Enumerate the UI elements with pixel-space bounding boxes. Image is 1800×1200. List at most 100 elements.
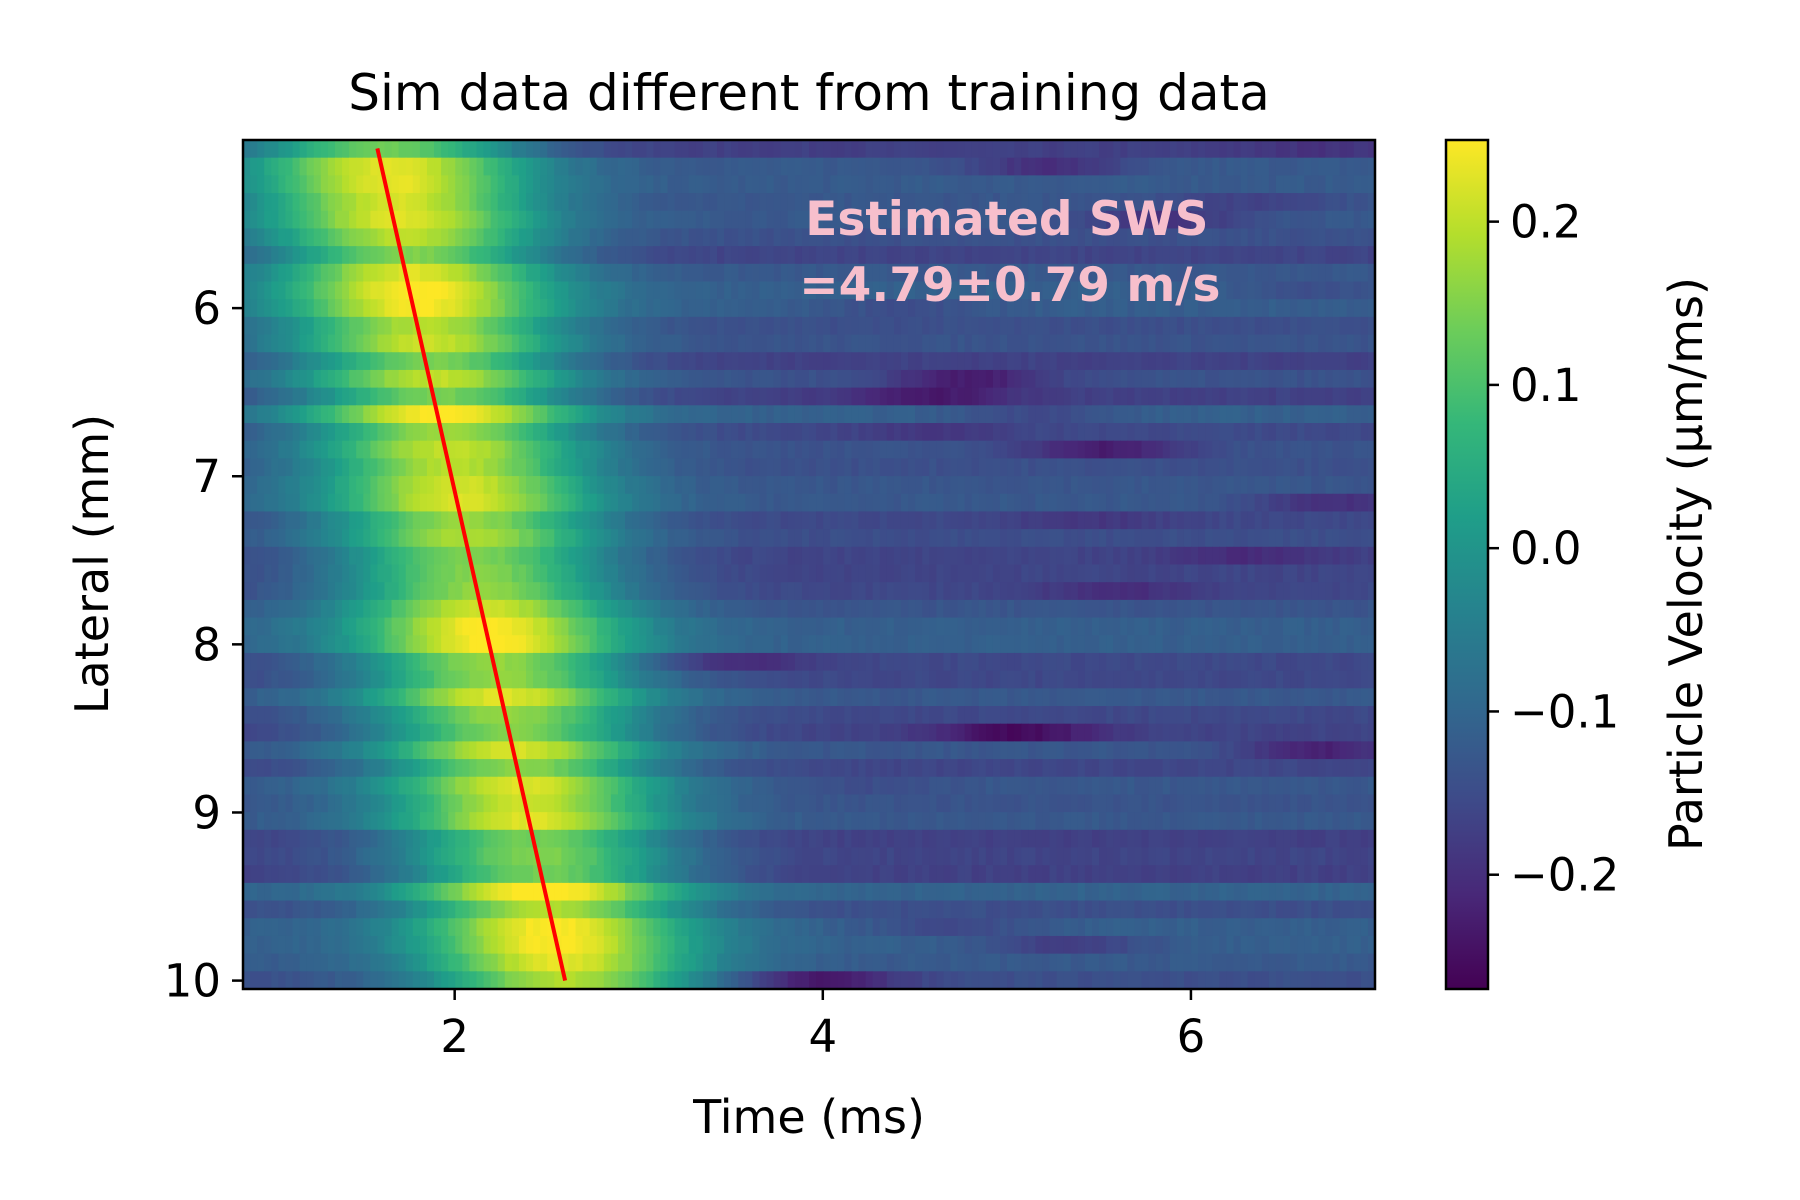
heatmap-cell — [893, 387, 902, 406]
heatmap-cell — [1049, 511, 1058, 530]
heatmap-cell — [243, 228, 251, 247]
heatmap-cell — [596, 582, 605, 601]
heatmap-cell — [695, 175, 704, 194]
heatmap-cell — [717, 140, 725, 159]
heatmap-cell — [858, 582, 867, 601]
heatmap-cell — [865, 564, 874, 583]
heatmap-cell — [1084, 281, 1093, 300]
heatmap-cell — [349, 652, 357, 672]
heatmap-cell — [1332, 511, 1341, 530]
heatmap-cell — [695, 193, 704, 212]
heatmap-cell — [1318, 405, 1327, 424]
heatmap-cell — [356, 175, 364, 194]
heatmap-cell — [674, 140, 683, 159]
heatmap-cell — [1042, 193, 1051, 212]
heatmap-cell — [441, 635, 449, 654]
heatmap-cell — [865, 405, 874, 424]
heatmap-cell — [752, 582, 761, 601]
heatmap-cell — [292, 582, 301, 601]
heatmap-cell — [1007, 299, 1015, 318]
heatmap-cell — [384, 210, 393, 230]
heatmap-cell — [504, 175, 513, 194]
heatmap-cell — [717, 387, 725, 406]
heatmap-cell — [1311, 582, 1319, 601]
heatmap-cell — [879, 599, 888, 619]
heatmap-cell — [243, 405, 251, 424]
heatmap-cell — [1261, 617, 1270, 636]
heatmap-cell — [900, 635, 909, 654]
heatmap-cell — [787, 405, 796, 424]
heatmap-cell — [809, 263, 817, 283]
heatmap-cell — [1339, 316, 1348, 336]
heatmap-cell — [426, 387, 435, 406]
heatmap-cell — [922, 193, 930, 212]
heatmap-cell — [313, 140, 322, 159]
heatmap-cell — [992, 670, 1001, 689]
heatmap-cell — [1360, 334, 1369, 353]
heatmap-cell — [858, 228, 867, 247]
heatmap-cell — [1290, 334, 1298, 353]
heatmap-cell — [1042, 405, 1051, 424]
heatmap-cell — [617, 423, 626, 442]
heatmap-cell — [1297, 493, 1305, 513]
heatmap-cell — [745, 635, 753, 654]
heatmap-cell — [738, 458, 746, 477]
heatmap-cell — [1205, 405, 1213, 424]
heatmap-cell — [731, 599, 739, 619]
heatmap-cell — [278, 228, 287, 247]
heatmap-cell — [780, 670, 789, 689]
heatmap-cell — [1283, 599, 1291, 619]
heatmap-cell — [1275, 334, 1284, 353]
heatmap-cell — [773, 193, 782, 212]
heatmap-cell — [1183, 246, 1192, 265]
heatmap-cell — [865, 423, 874, 442]
heatmap-cell — [1127, 599, 1136, 619]
heatmap-cell — [1042, 387, 1051, 406]
heatmap-cell — [1339, 157, 1348, 176]
heatmap-cell — [900, 582, 909, 601]
heatmap-cell — [1226, 316, 1235, 336]
heatmap-cell — [1191, 263, 1199, 283]
heatmap-cell — [1240, 493, 1249, 513]
heatmap-cell — [434, 246, 442, 265]
heatmap-cell — [731, 529, 739, 548]
heatmap-cell — [801, 334, 810, 353]
heatmap-cell — [752, 352, 761, 371]
heatmap-cell — [419, 511, 428, 530]
heatmap-cell — [327, 140, 336, 159]
heatmap-cell — [1021, 440, 1029, 459]
heatmap-cell — [476, 334, 485, 353]
heatmap-cell — [1311, 476, 1319, 495]
heatmap-cell — [306, 387, 315, 406]
heatmap-cell — [554, 493, 562, 513]
heatmap-cell — [893, 529, 902, 548]
heatmap-cell — [391, 440, 400, 459]
heatmap-cell — [603, 299, 612, 318]
heatmap-cell — [1198, 564, 1206, 583]
heatmap-cell — [264, 511, 272, 530]
heatmap-cell — [724, 511, 732, 530]
heatmap-cell — [1007, 529, 1015, 548]
heatmap-cell — [243, 476, 251, 495]
heatmap-cell — [794, 493, 803, 513]
heatmap-cell — [327, 617, 336, 636]
heatmap-cell — [617, 175, 626, 194]
heatmap-cell — [504, 617, 513, 636]
heatmap-cell — [957, 511, 966, 530]
heatmap-cell — [1183, 369, 1192, 389]
heatmap-cell — [243, 263, 251, 283]
heatmap-cell — [745, 493, 753, 513]
heatmap-cell — [271, 458, 279, 477]
heatmap-cell — [844, 511, 853, 530]
heatmap-cell — [1318, 228, 1327, 247]
heatmap-cell — [377, 440, 386, 459]
heatmap-cell — [582, 369, 591, 389]
heatmap-cell — [879, 334, 888, 353]
heatmap-cell — [929, 405, 937, 424]
heatmap-cell — [313, 423, 322, 442]
heatmap-cell — [1275, 193, 1284, 212]
heatmap-cell — [1212, 175, 1220, 194]
heatmap-cell — [1325, 440, 1334, 459]
heatmap-cell — [1049, 193, 1058, 212]
heatmap-cell — [943, 670, 952, 689]
